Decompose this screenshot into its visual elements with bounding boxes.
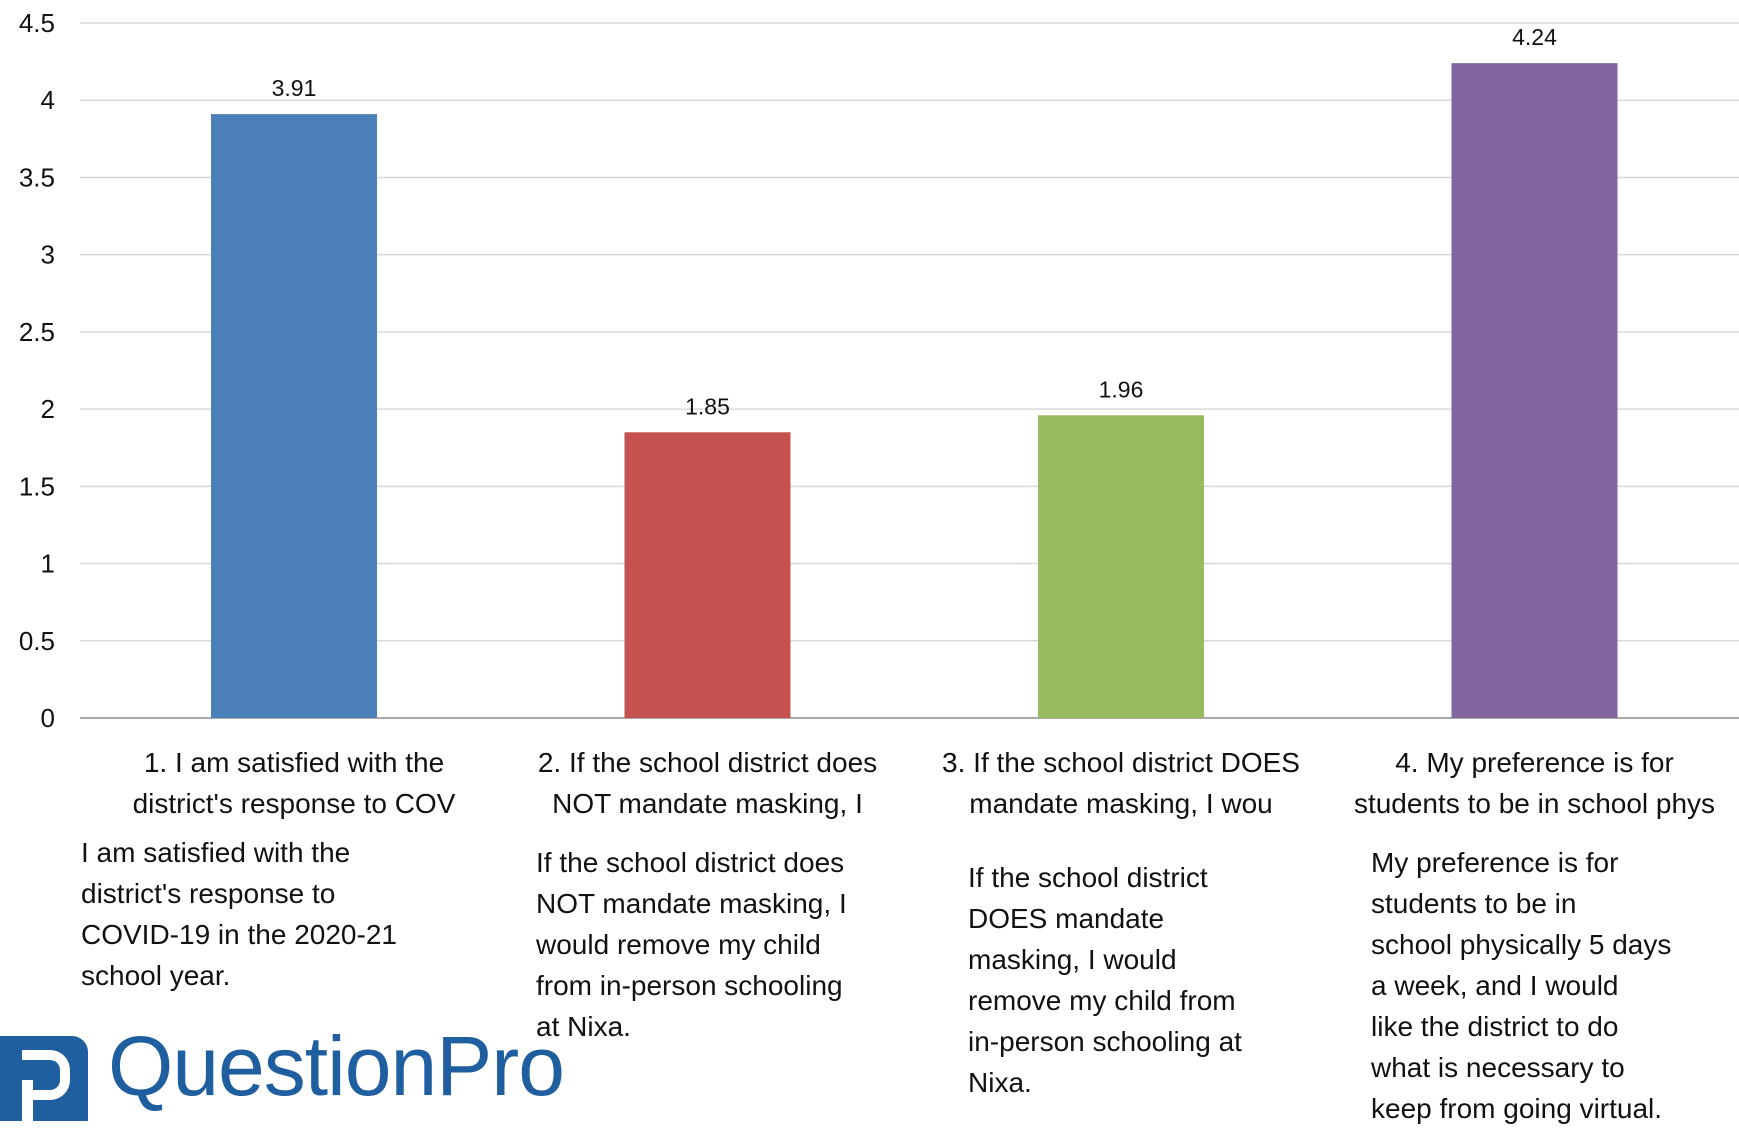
description-line: district's response to (81, 878, 336, 909)
description-line: NOT mandate masking, I (536, 888, 847, 919)
x-tick-label-line: 4. My preference is for (1395, 747, 1674, 778)
description-line: Nixa. (968, 1067, 1032, 1098)
description-line: If the school district does (536, 847, 845, 878)
x-tick-label-line: 2. If the school district does (537, 747, 878, 778)
category-description: I am satisfied with the district's respon… (81, 832, 397, 996)
logo-text: QuestionPro (108, 1019, 565, 1113)
bar (211, 114, 377, 719)
x-tick-label-line: district's response to COV (132, 788, 456, 819)
description-line: school year. (81, 960, 231, 991)
y-tick-label: 0 (41, 703, 55, 733)
category-description: If the school district does NOT mandate m… (536, 842, 847, 1047)
description-line: like the district to do (1371, 1011, 1619, 1042)
x-tick-label: 1. I am satisfied with the district's res… (94, 742, 494, 824)
x-tick-label-line: mandate masking, I wou (969, 788, 1273, 819)
category-description: My preference is for students to be in sch… (1371, 842, 1671, 1129)
y-tick-label: 2.5 (19, 317, 55, 347)
y-tick-label: 3.5 (19, 162, 55, 192)
y-tick-label: 3 (41, 240, 55, 270)
description-line: school physically 5 days (1371, 929, 1672, 960)
description-line: students to be in (1371, 888, 1577, 919)
description-line: I am satisfied with the (81, 837, 351, 868)
y-tick-label: 1 (41, 549, 55, 579)
y-tick-label: 2 (41, 394, 55, 424)
questionpro-logo: QuestionPro (0, 1019, 565, 1121)
description-line: a week, and I would (1371, 970, 1619, 1001)
bar (624, 432, 791, 718)
y-tick-label: 1.5 (19, 471, 55, 501)
category-description: If the school district DOES mandate maskin… (968, 857, 1242, 1103)
y-tick-label: 4 (41, 85, 55, 115)
y-tick-label: 4.5 (19, 8, 55, 38)
x-tick-label-line: NOT mandate masking, I (552, 788, 863, 819)
data-label: 3.91 (272, 75, 317, 101)
y-tick-label: 0.5 (19, 626, 55, 656)
data-label: 4.24 (1512, 24, 1557, 50)
x-tick-label-line: 3. If the school district DOES (942, 747, 1300, 778)
description-line: My preference is for (1371, 847, 1619, 878)
description-line: at Nixa. (536, 1011, 631, 1042)
description-line: in-person schooling at (968, 1026, 1242, 1057)
description-line: DOES mandate (968, 903, 1165, 934)
x-tick-label: 2. If the school district does NOT mandat… (508, 742, 908, 824)
description-line: would remove my child (536, 929, 821, 960)
bar (1451, 63, 1618, 718)
bar (1038, 415, 1204, 718)
description-line: keep from going virtual. (1371, 1093, 1663, 1124)
data-label: 1.85 (685, 393, 730, 419)
x-tick-label-line: students to be in school phys (1353, 788, 1716, 819)
description-line: masking, I would (968, 944, 1177, 975)
description-line: what is necessary to (1371, 1052, 1625, 1083)
questionpro-logo-icon (0, 1036, 88, 1121)
x-tick-label: 3. If the school district DOES mandate ma… (921, 742, 1321, 824)
description-line: remove my child from (968, 985, 1236, 1016)
description-line: from in-person schooling (536, 970, 843, 1001)
data-label: 1.96 (1099, 376, 1144, 402)
description-line: COVID-19 in the 2020-21 (81, 919, 397, 950)
x-tick-label: 4. My preference is for students to be in… (1335, 742, 1735, 824)
x-tick-label-line: 1. I am satisfied with the (143, 747, 445, 778)
description-line: If the school district (968, 862, 1208, 893)
